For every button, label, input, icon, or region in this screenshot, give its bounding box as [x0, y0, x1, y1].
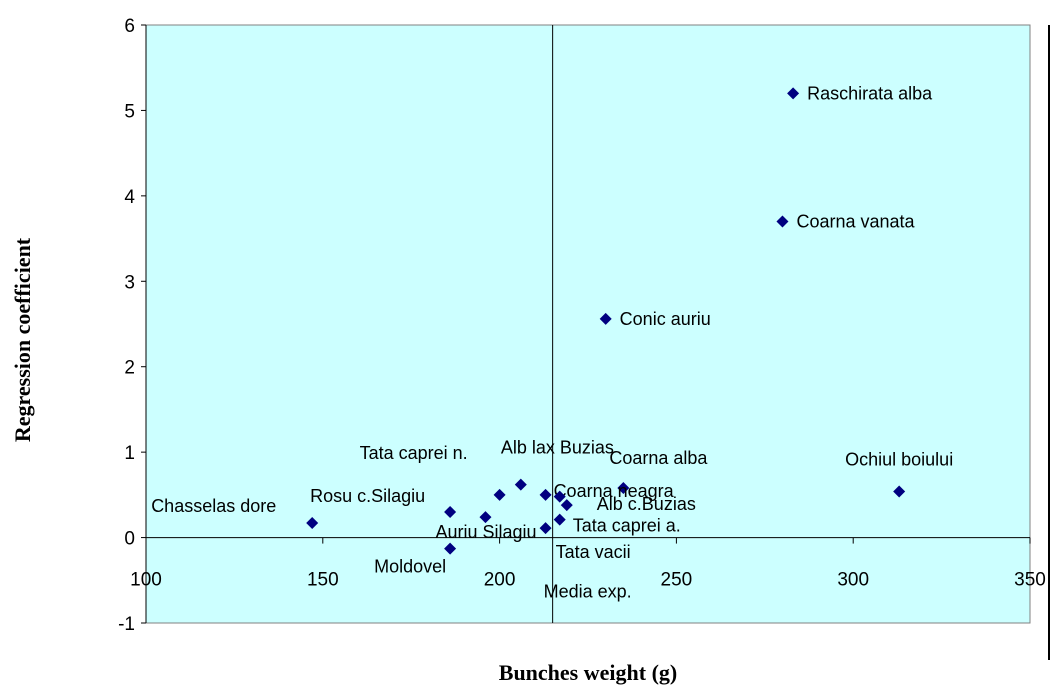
data-point-label: Raschirata alba — [807, 83, 933, 103]
x-tick-label: 200 — [484, 570, 516, 591]
plot-area — [145, 24, 1031, 624]
data-point-label: Tata caprei n. — [360, 443, 468, 463]
y-tick-label: 1 — [124, 443, 135, 464]
data-point-marker — [553, 513, 566, 526]
data-point-label: Moldovel — [374, 557, 446, 577]
y-tick-label: -1 — [118, 614, 135, 635]
data-point-label: Coarna vanata — [796, 211, 915, 231]
y-tick-label: 4 — [124, 187, 135, 208]
data-point-marker — [553, 490, 566, 503]
y-tick-label: 2 — [124, 358, 135, 379]
data-point-marker — [560, 499, 573, 512]
y-axis-ticks: -1 0 1 2 3 4 5 6 — [118, 16, 146, 635]
data-point-marker — [479, 511, 492, 524]
x-axis-ticks: 100 150 200 250 300 350 — [130, 537, 1046, 591]
data-point-marker — [306, 517, 319, 530]
x-tick-label: 300 — [837, 570, 869, 591]
y-tick-label: 0 — [124, 529, 135, 550]
data-point-label: Alb lax Buzias — [501, 438, 614, 458]
data-point-marker — [444, 505, 457, 518]
data-point-label: Conic auriu — [620, 309, 711, 329]
data-point-marker — [776, 215, 789, 228]
data-point-label: Ochiul boiului — [845, 449, 953, 469]
data-point-label: Auriu Silagiu — [435, 522, 536, 542]
data-point-marker — [514, 478, 527, 491]
data-point-marker — [444, 542, 457, 555]
y-axis-title: Regression coefficient — [10, 237, 35, 442]
y-tick-label: 3 — [124, 272, 135, 293]
data-point-marker — [493, 488, 506, 501]
data-point-label: Coarna neagra — [554, 481, 675, 501]
data-point-marker — [599, 312, 612, 325]
x-tick-label: 350 — [1014, 570, 1046, 591]
y-tick-label: 6 — [124, 16, 135, 37]
x-tick-label: 250 — [661, 570, 693, 591]
data-points: Raschirata alba Coarna vanata Conic auriu O… — [151, 83, 953, 576]
data-point-marker — [617, 482, 630, 495]
data-point-marker — [893, 485, 906, 498]
data-point-label: Coarna alba — [609, 448, 708, 468]
data-point-label: Alb c.Buzias — [597, 494, 696, 514]
data-point-marker — [539, 488, 552, 501]
y-tick-label: 5 — [124, 101, 135, 122]
data-point-label: Tata vacii — [556, 542, 631, 562]
data-point-label: Rosu c.Silagiu — [310, 486, 425, 506]
x-axis-title: Bunches weight (g) — [499, 660, 677, 685]
data-point-label: Chasselas dore — [151, 496, 276, 516]
x-tick-label: 150 — [307, 570, 339, 591]
data-point-marker — [787, 87, 800, 100]
data-point-label: Tata caprei a. — [573, 516, 681, 536]
mean-reference-label: Media exp. — [544, 581, 632, 601]
data-point-marker — [539, 522, 552, 535]
